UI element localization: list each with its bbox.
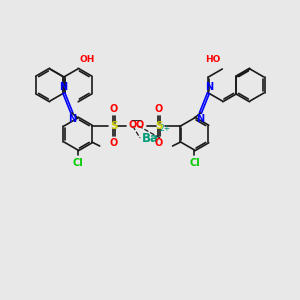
Text: Cl: Cl <box>73 158 83 168</box>
Text: S: S <box>155 121 162 131</box>
Text: N: N <box>68 114 76 124</box>
Text: N: N <box>196 114 205 124</box>
Text: N: N <box>206 82 214 92</box>
Text: −: − <box>134 116 141 125</box>
Text: −: − <box>130 116 137 125</box>
Text: N: N <box>59 82 67 92</box>
Text: OH: OH <box>80 55 95 64</box>
Text: Ba: Ba <box>142 131 158 145</box>
Text: O: O <box>154 138 163 148</box>
Text: Cl: Cl <box>189 158 200 168</box>
Text: 2+: 2+ <box>159 124 170 133</box>
Text: O: O <box>154 104 163 114</box>
Text: O: O <box>110 138 118 148</box>
Text: O: O <box>135 120 144 130</box>
Text: S: S <box>110 121 118 131</box>
Text: O: O <box>129 120 137 130</box>
Text: HO: HO <box>205 55 220 64</box>
Text: O: O <box>110 104 118 114</box>
